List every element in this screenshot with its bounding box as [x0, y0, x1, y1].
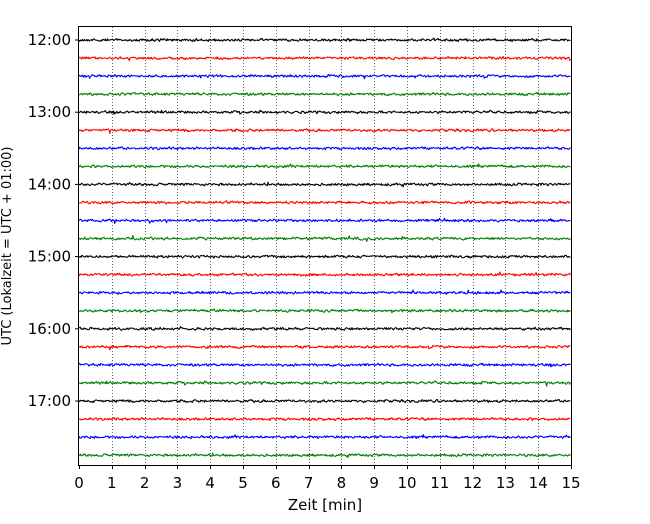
x-axis-label: Zeit [min]: [288, 496, 362, 514]
trace-line: [78, 146, 571, 151]
x-tick-label: 5: [238, 474, 248, 492]
y-tick-label: 16:00: [28, 320, 71, 338]
trace-line: [78, 362, 571, 368]
trace-line: [78, 308, 571, 314]
trace-line: [78, 434, 571, 440]
trace-line: [78, 289, 571, 295]
x-tick-label: 14: [529, 474, 548, 492]
trace-line: [78, 398, 571, 404]
x-tick-label: 2: [140, 474, 150, 492]
x-tick-label: 3: [173, 474, 183, 492]
trace-line: [78, 56, 571, 62]
trace-layer: [78, 37, 571, 459]
x-tick-label: 11: [430, 474, 449, 492]
x-tick-label: 4: [205, 474, 215, 492]
trace-line: [78, 109, 571, 115]
y-axis-label: UTC (Lokalzeit = UTC + 01:00): [0, 147, 15, 346]
trace-line: [78, 234, 571, 243]
y-tick-label: 17:00: [28, 392, 71, 410]
trace-line: [78, 416, 571, 422]
x-tick-label: 13: [496, 474, 515, 492]
trace-line: [78, 344, 571, 351]
y-tick-label: 12:00: [28, 31, 71, 49]
trace-line: [78, 326, 571, 331]
trace-line: [78, 380, 571, 387]
x-tick-label: 10: [397, 474, 416, 492]
trace-line: [78, 254, 571, 259]
y-tick-label: 14:00: [28, 175, 71, 193]
x-tick-label: 12: [463, 474, 482, 492]
x-tick-label: 15: [561, 474, 580, 492]
trace-line: [78, 217, 571, 225]
trace-line: [78, 452, 571, 459]
trace-line: [78, 128, 571, 134]
trace-line: [78, 73, 571, 80]
y-tick-label: 13:00: [28, 103, 71, 121]
grid-layer: [112, 27, 539, 465]
y-tick-label: 15:00: [28, 248, 71, 266]
x-tick-layer: 0 1 2 3 4 5 6 7 8 9 10 11 12 13 14 15: [74, 465, 581, 492]
x-tick-label: 1: [107, 474, 117, 492]
x-tick-label: 0: [74, 474, 84, 492]
x-tick-label: 6: [271, 474, 281, 492]
trace-line: [78, 91, 571, 97]
trace-line: [78, 271, 571, 277]
plot-frame: [78, 26, 572, 466]
x-tick-label: 7: [304, 474, 314, 492]
x-tick-label: 8: [337, 474, 347, 492]
trace-line: [78, 37, 571, 43]
trace-line: [78, 181, 571, 188]
x-tick-label: 9: [369, 474, 379, 492]
trace-line: [78, 163, 571, 169]
y-tick-layer: 12:00 13:00 14:00 15:00 16:00 17:00: [28, 31, 79, 410]
trace-line: [78, 200, 571, 205]
